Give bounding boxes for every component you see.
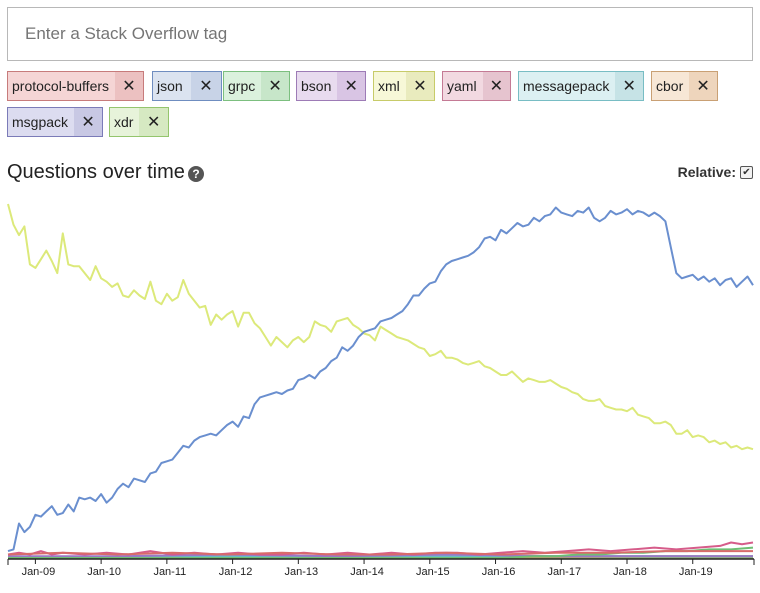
tag-label: bson xyxy=(297,72,337,100)
series-line-xml xyxy=(8,204,753,449)
x-tick-label: Jan-15 xyxy=(416,566,450,578)
tag-search-box[interactable] xyxy=(7,7,753,61)
remove-tag-icon[interactable]: ✕ xyxy=(115,72,143,100)
tag-label: xdr xyxy=(110,108,139,136)
tag-chip-bson: bson ✕ xyxy=(296,71,366,101)
tag-label: yaml xyxy=(443,72,483,100)
x-tick-label: Jan-19 xyxy=(679,566,713,578)
tag-search-input[interactable] xyxy=(8,8,752,60)
questions-over-time-chart: Jan-09 Jan-10 Jan-11 Jan-12 Jan-13 Jan-14 Jan-… xyxy=(0,190,760,593)
remove-tag-icon[interactable]: ✕ xyxy=(615,72,643,100)
section-title: Questions over time xyxy=(7,161,185,184)
relative-label: Relative: xyxy=(678,164,736,180)
series-line-json xyxy=(8,208,753,552)
tag-chip-protocol-buffers: protocol-buffers ✕ xyxy=(7,71,144,101)
relative-toggle[interactable]: Relative: ✔ xyxy=(678,164,753,180)
remove-tag-icon[interactable]: ✕ xyxy=(689,72,717,100)
tag-label: json xyxy=(153,72,191,100)
tag-chip-xdr: xdr ✕ xyxy=(109,107,169,137)
tag-label: cbor xyxy=(652,72,689,100)
remove-tag-icon[interactable]: ✕ xyxy=(74,108,102,136)
relative-checkbox[interactable]: ✔ xyxy=(740,166,753,179)
remove-tag-icon[interactable]: ✕ xyxy=(337,72,365,100)
x-tick-label: Jan-09 xyxy=(22,566,56,578)
tag-label: xml xyxy=(374,72,406,100)
tag-label: protocol-buffers xyxy=(8,72,115,100)
help-icon[interactable]: ? xyxy=(188,166,204,182)
tag-label: msgpack xyxy=(8,108,74,136)
tag-chip-json: json ✕ xyxy=(152,71,222,101)
tag-chip-messagepack: messagepack ✕ xyxy=(518,71,644,101)
tag-label: messagepack xyxy=(519,72,615,100)
remove-tag-icon[interactable]: ✕ xyxy=(191,72,221,100)
tag-chip-grpc: grpc ✕ xyxy=(223,71,290,101)
remove-tag-icon[interactable]: ✕ xyxy=(406,72,434,100)
remove-tag-icon[interactable]: ✕ xyxy=(261,72,289,100)
remove-tag-icon[interactable]: ✕ xyxy=(483,72,510,100)
x-tick-label: Jan-13 xyxy=(285,566,319,578)
remove-tag-icon[interactable]: ✕ xyxy=(139,108,168,136)
tag-chip-xml: xml ✕ xyxy=(373,71,435,101)
tag-chip-cbor: cbor ✕ xyxy=(651,71,718,101)
x-tick-label: Jan-14 xyxy=(350,566,384,578)
x-tick-label: Jan-18 xyxy=(613,566,647,578)
x-tick-label: Jan-17 xyxy=(547,566,581,578)
tag-chip-msgpack: msgpack ✕ xyxy=(7,107,103,137)
x-tick-label: Jan-12 xyxy=(219,566,253,578)
tag-chip-yaml: yaml ✕ xyxy=(442,71,511,101)
x-tick-label: Jan-11 xyxy=(153,566,186,578)
x-tick-label: Jan-16 xyxy=(482,566,516,578)
x-tick-label: Jan-10 xyxy=(87,566,121,578)
tag-label: grpc xyxy=(224,72,261,100)
